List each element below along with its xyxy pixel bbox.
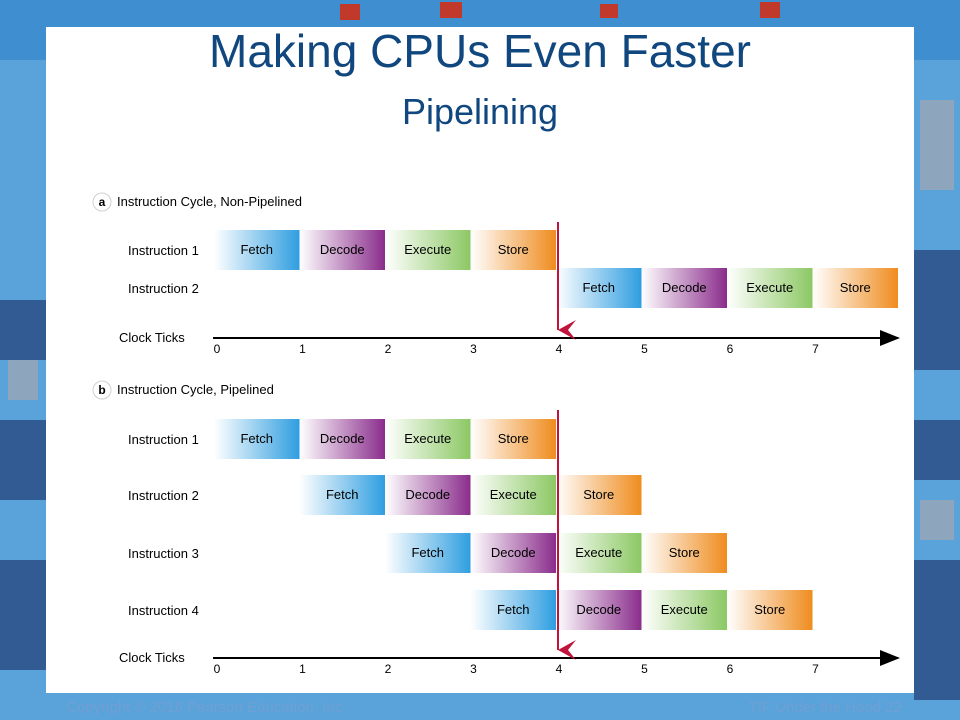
tick-label: 4 (556, 342, 563, 356)
slide-title: Making CPUs Even Faster (209, 25, 751, 77)
panel-b-group: b Instruction Cycle, Pipelined Instruction… (92, 380, 900, 676)
axis-label: Clock Ticks (119, 330, 185, 345)
panel-a-badge-letter: a (99, 195, 106, 209)
stage-block-fetch (556, 268, 642, 308)
stage-label: Fetch (411, 545, 444, 560)
row-label: Instruction 1 (128, 432, 199, 447)
panel-b-badge: b (92, 380, 112, 400)
stage-block-store (727, 590, 813, 630)
stage-block-fetch (214, 230, 300, 270)
tick-label: 0 (214, 662, 221, 676)
stage-block-decode (299, 230, 385, 270)
tick-label: 3 (470, 662, 477, 676)
stage-block-execute (727, 268, 813, 308)
stage-block-decode (299, 419, 385, 459)
stage-block-decode (641, 268, 727, 308)
tick-label: 3 (470, 342, 477, 356)
stage-block-execute (385, 419, 471, 459)
stage-block-store (470, 419, 556, 459)
stage-label: Fetch (326, 487, 359, 502)
stage-label: Decode (320, 431, 365, 446)
slide-panel (46, 27, 914, 693)
tick-label: 1 (299, 342, 306, 356)
row-label: Instruction 3 (128, 546, 199, 561)
stage-label: Execute (746, 280, 793, 295)
stage-label: Execute (404, 242, 451, 257)
stage-label: Store (669, 545, 700, 560)
stage-block-fetch (299, 475, 385, 515)
stage-block-fetch (214, 419, 300, 459)
stage-block-decode (556, 590, 642, 630)
tick-label: 7 (812, 342, 819, 356)
stage-block-store (470, 230, 556, 270)
stage-label: Store (840, 280, 871, 295)
stage-block-decode (470, 533, 556, 573)
copyright-text: Copyright © 2016 Pearson Education, Inc. (66, 699, 347, 716)
stage-label: Store (583, 487, 614, 502)
stage-label: Execute (404, 431, 451, 446)
stage-label: Decode (405, 487, 450, 502)
tick-label: 6 (727, 662, 734, 676)
stage-block-store (556, 475, 642, 515)
stage-label: Execute (575, 545, 622, 560)
stage-block-fetch (470, 590, 556, 630)
tick-label: 7 (812, 662, 819, 676)
stage-block-decode (385, 475, 471, 515)
stage-block-execute (470, 475, 556, 515)
panel-a-group: a Instruction Cycle, Non-Pipelined Instruc… (92, 192, 900, 356)
row-label: Instruction 4 (128, 603, 199, 618)
stage-label: Execute (661, 602, 708, 617)
stage-label: Fetch (582, 280, 615, 295)
stage-block-store (641, 533, 727, 573)
tick-label: 5 (641, 662, 648, 676)
stage-label: Decode (662, 280, 707, 295)
stage-block-execute (556, 533, 642, 573)
stage-label: Fetch (497, 602, 530, 617)
stage-label: Execute (490, 487, 537, 502)
stage-block-execute (385, 230, 471, 270)
stage-label: Decode (491, 545, 536, 560)
stage-label: Store (498, 431, 529, 446)
axis-label: Clock Ticks (119, 650, 185, 665)
tick-label: 4 (556, 662, 563, 676)
tick-label: 1 (299, 662, 306, 676)
row-label: Instruction 2 (128, 281, 199, 296)
panel-b-heading: Instruction Cycle, Pipelined (117, 382, 274, 397)
stage-label: Fetch (240, 242, 273, 257)
stage-label: Fetch (240, 431, 273, 446)
row-label: Instruction 1 (128, 243, 199, 258)
stage-block-store (812, 268, 898, 308)
stage-label: Decode (576, 602, 621, 617)
panel-a-heading: Instruction Cycle, Non-Pipelined (117, 194, 302, 209)
stage-block-execute (641, 590, 727, 630)
tick-label: 0 (214, 342, 221, 356)
tick-label: 2 (385, 342, 392, 356)
stage-label: Store (498, 242, 529, 257)
panel-b-badge-letter: b (98, 383, 105, 397)
tick-label: 6 (727, 342, 734, 356)
tick-label: 2 (385, 662, 392, 676)
tick-label: 5 (641, 342, 648, 356)
stage-block-fetch (385, 533, 471, 573)
slide-subtitle: Pipelining (401, 91, 559, 132)
stage-label: Decode (320, 242, 365, 257)
row-label: Instruction 2 (128, 488, 199, 503)
slide-reference: TIF Under the Hood 22 (748, 699, 902, 716)
panel-a-badge: a (92, 192, 112, 212)
stage-label: Store (754, 602, 785, 617)
